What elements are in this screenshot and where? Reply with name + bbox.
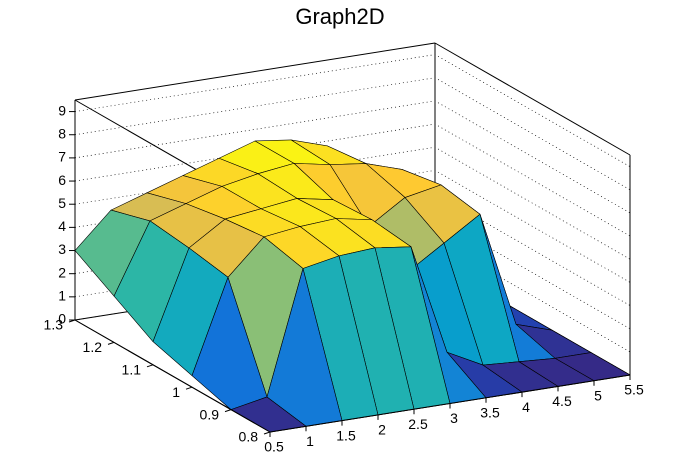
x-tick-label: 4 xyxy=(522,399,530,415)
x-tick-label: 4.5 xyxy=(552,393,572,409)
y-tick xyxy=(107,341,115,345)
y-tick-label: 0.8 xyxy=(239,429,259,445)
x-tick-label: 2 xyxy=(378,422,386,438)
x-tick-label: 3.5 xyxy=(480,405,500,421)
x-tick-label: 0.5 xyxy=(264,439,284,455)
x-tick-label: 2.5 xyxy=(408,416,428,432)
grid-line xyxy=(74,77,631,191)
z-tick-label: 2 xyxy=(58,264,66,280)
box-edge xyxy=(74,42,436,101)
y-tick xyxy=(263,431,271,435)
z-tick-label: 9 xyxy=(58,102,66,118)
y-tick xyxy=(146,364,154,368)
y-tick xyxy=(68,319,76,323)
box-edge xyxy=(74,319,271,433)
y-tick-label: 0.9 xyxy=(200,406,220,422)
x-tick-label: 1.5 xyxy=(336,427,356,443)
z-tick-label: 5 xyxy=(58,195,66,211)
z-tick-label: 6 xyxy=(58,172,66,188)
z-tick-label: 4 xyxy=(58,218,66,234)
y-tick xyxy=(224,409,232,413)
z-tick-label: 7 xyxy=(58,149,66,165)
grid-line xyxy=(74,54,631,167)
y-tick xyxy=(185,386,193,390)
y-tick-label: 1.3 xyxy=(44,317,64,333)
grid-line xyxy=(74,170,631,283)
x-tick-label: 5.5 xyxy=(624,382,644,398)
z-tick-label: 3 xyxy=(58,241,66,257)
z-tick-label: 1 xyxy=(58,288,66,304)
grid-line xyxy=(74,123,631,237)
y-tick-label: 1 xyxy=(172,384,180,400)
x-tick-label: 3 xyxy=(450,410,458,426)
y-tick-label: 1.2 xyxy=(83,339,103,355)
x-tick-label: 1 xyxy=(306,433,314,449)
box-edge xyxy=(269,374,631,433)
z-tick-label: 8 xyxy=(58,125,66,141)
z-tick-label: 0 xyxy=(58,311,66,327)
chart-title: Graph2D xyxy=(295,4,384,29)
x-tick-label: 5 xyxy=(594,387,602,403)
grid-line xyxy=(74,100,631,214)
y-tick-label: 1.1 xyxy=(122,362,142,378)
grid-line xyxy=(74,146,631,260)
box-edge xyxy=(434,42,631,156)
